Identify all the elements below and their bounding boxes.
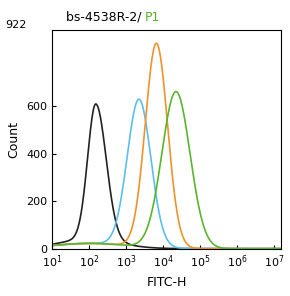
Text: 922: 922	[5, 20, 26, 30]
Text: P1: P1	[145, 11, 160, 24]
X-axis label: FITC-H: FITC-H	[146, 276, 187, 289]
Text: bs-4538R-2/: bs-4538R-2/	[66, 11, 145, 24]
Y-axis label: Count: Count	[8, 120, 21, 157]
